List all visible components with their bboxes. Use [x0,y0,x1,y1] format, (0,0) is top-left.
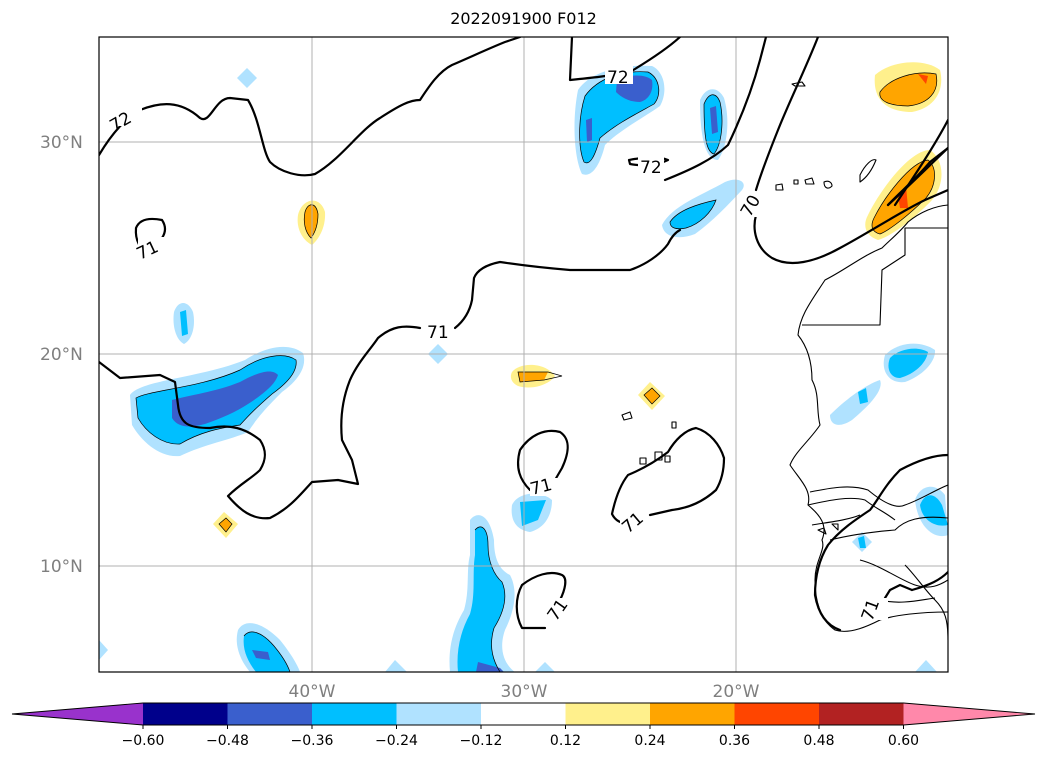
colorbar-segment [143,703,228,725]
colorbar-tick-label: 0.24 [634,733,665,749]
neg-region [830,380,881,425]
contour-label: 72 [607,68,629,88]
colorbar-extend-low [12,703,143,725]
neg-region [586,118,592,142]
pos-region [518,372,548,382]
lat-label-30n: 30°N [40,133,83,153]
map-title: 2022091900 F012 [450,9,597,28]
lat-label-20n: 20°N [40,345,83,365]
neg-region [520,500,546,526]
lon-label-40w: 40°W [289,682,336,702]
colorbar-extend-high [903,703,1035,725]
contour-label: 72 [640,158,662,178]
neg-region [915,660,937,672]
colorbar-segment [312,703,397,725]
neg-region [237,68,257,88]
colorbar-tick-label: −0.36 [291,733,334,749]
map-frame [98,36,949,673]
neg-region [710,106,718,134]
anomaly-outlines [135,71,938,672]
colorbar-segment [734,703,820,725]
colorbar-tick-label: 0.12 [550,733,581,749]
neg-region [920,495,948,526]
colorbar-tick-label: 0.36 [719,733,750,749]
neg-region [670,200,716,229]
colorbar-segment [227,703,313,725]
colorbar-tick-label: −0.12 [460,733,503,749]
lat-label-10n: 10°N [40,557,83,577]
lon-label-20w: 20°W [713,682,760,702]
pos-region [918,74,928,84]
neg-region [172,371,278,427]
colorbar-segment [819,703,904,725]
pos-region [304,204,318,238]
neg-region [252,650,270,660]
neg-region [476,662,504,672]
isolines [99,37,948,632]
neg-region [385,660,407,672]
colorbar-tick-label: −0.24 [375,733,418,749]
lon-label-30w: 30°W [501,682,548,702]
contour-label: 71 [427,323,449,343]
colorbar-segment [650,703,735,725]
colorbar-segment [481,703,566,725]
colorbar-tick-label: −0.60 [122,733,165,749]
gridlines [99,37,948,672]
neg-region [535,662,555,672]
neg-region [858,388,868,404]
neg-region [180,310,188,336]
colorbar-tick-label: 0.60 [888,733,919,749]
pos-region [879,72,937,106]
neg-region [457,526,505,672]
neg-region [99,640,108,660]
neg-region [888,348,928,378]
coastlines [621,81,948,641]
colorbar-tick-label: −0.48 [206,733,249,749]
pos-region [898,186,908,208]
colorbar-segment [565,703,651,725]
colorbar-tick-label: 0.48 [803,733,834,749]
colorbar-segment [396,703,482,725]
colorbar: −0.60 −0.48 −0.36 −0.24 −0.12 0.12 0.24 0.36 0.4… [11,702,1036,749]
neg-region [858,536,866,548]
anomaly-shading [99,62,948,672]
